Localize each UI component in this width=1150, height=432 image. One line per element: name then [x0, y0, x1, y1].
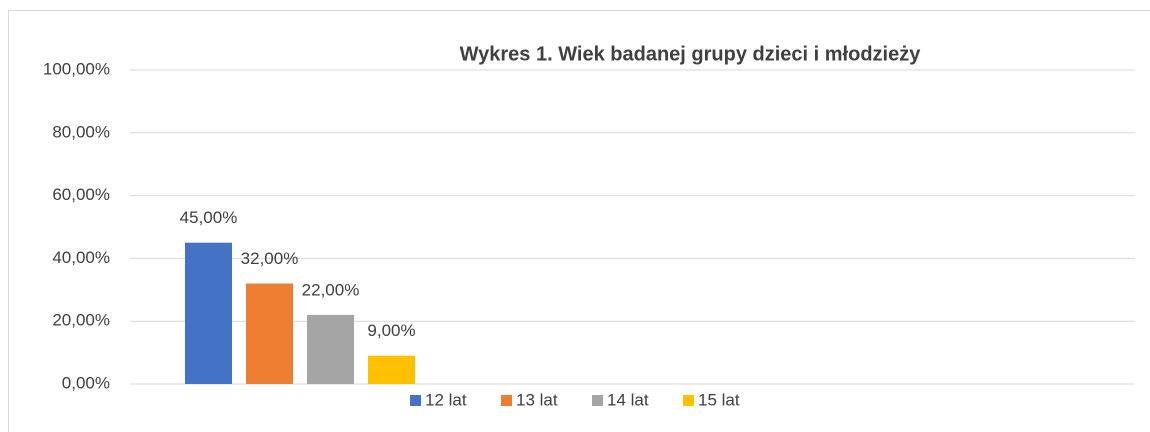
legend-label: 12 lat: [425, 390, 467, 409]
data-label: 22,00%: [302, 280, 360, 299]
y-tick-label: 40,00%: [52, 248, 110, 267]
bar: [185, 242, 232, 384]
bar: [246, 283, 293, 384]
legend-swatch: [592, 395, 603, 406]
y-tick-label: 0,00%: [62, 373, 110, 392]
bar: [368, 355, 415, 384]
data-label: 32,00%: [241, 249, 299, 268]
legend-label: 15 lat: [698, 390, 740, 409]
legend-swatch: [410, 395, 421, 406]
legend-swatch: [683, 395, 694, 406]
y-tick-label: 80,00%: [52, 122, 110, 141]
bar: [307, 314, 354, 384]
chart-frame: [8, 10, 1150, 432]
data-label: 9,00%: [367, 321, 415, 340]
y-tick-label: 100,00%: [43, 59, 110, 78]
chart-title: Wykres 1. Wiek badanej grupy dzieci i mł…: [460, 43, 922, 65]
data-label: 45,00%: [180, 208, 238, 227]
y-tick-label: 20,00%: [52, 311, 110, 330]
legend-swatch: [501, 395, 512, 406]
legend-label: 13 lat: [516, 390, 558, 409]
legend-label: 14 lat: [607, 390, 649, 409]
y-tick-label: 60,00%: [52, 185, 110, 204]
